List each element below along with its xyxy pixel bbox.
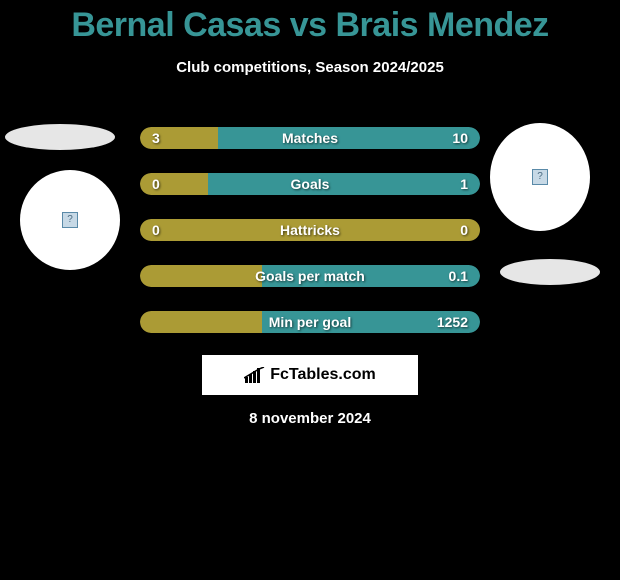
stats-bars: 3 Matches 10 0 Goals 1 0 Hattricks 0 Goa… xyxy=(140,127,480,357)
subtitle: Club competitions, Season 2024/2025 xyxy=(0,59,620,76)
avatar-placeholder-icon: ? xyxy=(62,212,78,228)
decor-ellipse-bottom-right xyxy=(500,259,600,285)
logo-box: FcTables.com xyxy=(202,355,418,395)
player-avatar-left: ? xyxy=(20,170,120,270)
stat-right-value: 10 xyxy=(452,127,468,149)
stat-right-value: 0 xyxy=(460,219,468,241)
stat-label: Matches xyxy=(140,127,480,149)
bar-chart-icon xyxy=(244,367,266,383)
stat-label: Goals xyxy=(140,173,480,195)
avatar-placeholder-icon: ? xyxy=(532,169,548,185)
stat-row: 0 Goals 1 xyxy=(140,173,480,195)
date-text: 8 november 2024 xyxy=(0,410,620,427)
stat-row: Min per goal 1252 xyxy=(140,311,480,333)
stat-right-value: 1252 xyxy=(437,311,468,333)
stat-row: 0 Hattricks 0 xyxy=(140,219,480,241)
stat-row: Goals per match 0.1 xyxy=(140,265,480,287)
stat-right-value: 0.1 xyxy=(449,265,468,287)
stat-label: Goals per match xyxy=(140,265,480,287)
player-avatar-right: ? xyxy=(490,123,590,231)
page-title: Bernal Casas vs Brais Mendez xyxy=(0,0,620,45)
decor-ellipse-top-left xyxy=(5,124,115,150)
logo-text: FcTables.com xyxy=(270,366,376,384)
logo: FcTables.com xyxy=(244,366,376,384)
stat-label: Hattricks xyxy=(140,219,480,241)
stat-label: Min per goal xyxy=(140,311,480,333)
stat-right-value: 1 xyxy=(460,173,468,195)
stat-row: 3 Matches 10 xyxy=(140,127,480,149)
